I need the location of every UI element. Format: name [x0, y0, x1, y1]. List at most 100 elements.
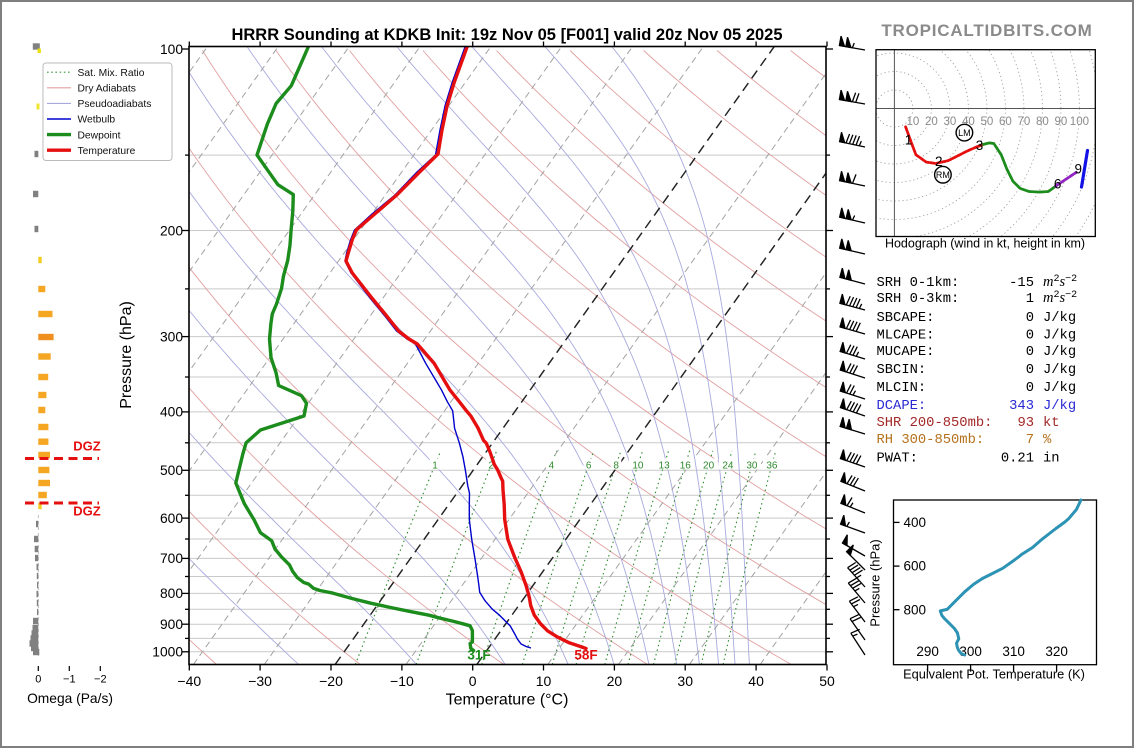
svg-text:MUCAPE:: MUCAPE: — [877, 345, 935, 360]
svg-text:SRH 0-1km:: SRH 0-1km: — [877, 275, 960, 291]
svg-text:50: 50 — [819, 673, 835, 689]
svg-text:20: 20 — [703, 461, 715, 472]
svg-text:−2: −2 — [94, 674, 107, 686]
svg-text:J/kg: J/kg — [1043, 398, 1076, 414]
svg-text:300: 300 — [959, 644, 982, 659]
svg-text:290: 290 — [916, 644, 939, 659]
svg-text:-15: -15 — [1009, 276, 1034, 291]
svg-text:2: 2 — [488, 461, 494, 472]
svg-text:−10: −10 — [390, 673, 414, 689]
svg-text:10: 10 — [536, 673, 552, 689]
svg-text:7: 7 — [1026, 433, 1034, 448]
svg-text:8: 8 — [613, 461, 619, 472]
svg-text:800: 800 — [160, 586, 183, 601]
svg-text:0: 0 — [1026, 381, 1034, 396]
svg-text:36: 36 — [766, 461, 778, 472]
svg-text:HRRR Sounding at KDKB Init: 19: HRRR Sounding at KDKB Init: 19z Nov 05 [… — [231, 26, 782, 44]
svg-text:−20: −20 — [319, 673, 343, 689]
svg-text:2: 2 — [935, 154, 943, 169]
svg-text:100: 100 — [160, 42, 183, 57]
svg-text:DGZ: DGZ — [73, 439, 101, 454]
svg-text:100: 100 — [1070, 116, 1089, 128]
svg-text:6: 6 — [1054, 177, 1062, 192]
svg-text:J/kg: J/kg — [1043, 310, 1076, 326]
svg-text:Pseudoadiabats: Pseudoadiabats — [78, 99, 152, 110]
svg-text:−30: −30 — [248, 673, 272, 689]
svg-text:SHR 200-850mb:: SHR 200-850mb: — [877, 415, 993, 431]
svg-text:800: 800 — [904, 602, 927, 617]
svg-text:RM: RM — [936, 170, 950, 180]
svg-text:400: 400 — [160, 405, 183, 420]
svg-text:m2s−2: m2s−2 — [1043, 290, 1077, 306]
svg-text:0: 0 — [1026, 345, 1034, 360]
svg-text:Pressure (hPa): Pressure (hPa) — [118, 301, 135, 409]
svg-text:J/kg: J/kg — [1043, 362, 1076, 378]
svg-text:in: in — [1043, 450, 1060, 466]
svg-text:MLCIN:: MLCIN: — [877, 381, 927, 396]
svg-text:400: 400 — [904, 515, 927, 530]
svg-text:80: 80 — [1036, 116, 1049, 128]
svg-text:58F: 58F — [574, 648, 597, 663]
svg-text:Pressure (hPa): Pressure (hPa) — [867, 539, 882, 626]
svg-text:3: 3 — [976, 138, 984, 153]
svg-text:20: 20 — [607, 673, 623, 689]
svg-text:24: 24 — [722, 461, 734, 472]
svg-text:0: 0 — [469, 673, 477, 689]
svg-text:9: 9 — [1074, 162, 1082, 177]
svg-text:90: 90 — [1055, 116, 1068, 128]
svg-text:20: 20 — [925, 116, 938, 128]
svg-text:Dewpoint: Dewpoint — [78, 130, 121, 141]
svg-text:0: 0 — [35, 674, 41, 686]
svg-text:DCAPE:: DCAPE: — [877, 399, 927, 414]
svg-text:kt: kt — [1043, 415, 1060, 431]
svg-text:320: 320 — [1045, 644, 1068, 659]
svg-text:6: 6 — [586, 461, 592, 472]
svg-text:Hodograph (wind in kt, height: Hodograph (wind in kt, height in km) — [885, 237, 1085, 251]
svg-text:J/kg: J/kg — [1043, 380, 1076, 396]
svg-text:1: 1 — [432, 461, 438, 472]
svg-text:Sat. Mix. Ratio: Sat. Mix. Ratio — [78, 68, 145, 79]
svg-text:%: % — [1043, 433, 1052, 448]
svg-text:Dry Adiabats: Dry Adiabats — [78, 84, 136, 95]
svg-text:343: 343 — [1009, 399, 1034, 414]
svg-text:30: 30 — [746, 461, 758, 472]
svg-text:MLCAPE:: MLCAPE: — [877, 329, 935, 344]
svg-text:Equivalent Pot. Temperature (K: Equivalent Pot. Temperature (K) — [903, 667, 1085, 682]
svg-text:1000: 1000 — [152, 645, 183, 660]
svg-text:40: 40 — [748, 673, 764, 689]
svg-text:16: 16 — [680, 461, 692, 472]
svg-text:Omega (Pa/s): Omega (Pa/s) — [27, 691, 113, 706]
svg-text:PWAT:: PWAT: — [877, 451, 918, 466]
svg-text:−40: −40 — [177, 673, 201, 689]
svg-text:70: 70 — [1018, 116, 1031, 128]
svg-text:600: 600 — [904, 559, 927, 574]
svg-text:13: 13 — [659, 461, 671, 472]
svg-text:31F: 31F — [467, 648, 490, 663]
svg-text:J/kg: J/kg — [1043, 328, 1076, 344]
svg-text:10: 10 — [907, 116, 920, 128]
svg-text:500: 500 — [160, 463, 183, 478]
svg-text:310: 310 — [1002, 644, 1025, 659]
svg-text:0: 0 — [1026, 363, 1034, 378]
svg-text:LM: LM — [958, 128, 971, 138]
svg-text:4: 4 — [549, 461, 555, 472]
svg-text:1: 1 — [1026, 292, 1034, 307]
svg-text:SBCAPE:: SBCAPE: — [877, 311, 935, 326]
svg-text:93: 93 — [1017, 416, 1034, 431]
svg-text:30: 30 — [677, 673, 693, 689]
svg-text:0: 0 — [1026, 329, 1034, 344]
svg-text:RH 300-850mb:: RH 300-850mb: — [877, 432, 985, 448]
svg-text:Temperature: Temperature — [78, 146, 136, 157]
svg-text:m2s−2: m2s−2 — [1043, 274, 1077, 290]
svg-text:0.21: 0.21 — [1001, 451, 1034, 466]
svg-text:Temperature (°C): Temperature (°C) — [446, 692, 569, 709]
svg-text:SRH 0-3km:: SRH 0-3km: — [877, 291, 960, 307]
svg-text:J/kg: J/kg — [1043, 344, 1076, 360]
svg-text:0: 0 — [1026, 311, 1034, 326]
svg-text:DGZ: DGZ — [73, 504, 101, 519]
svg-text:−1: −1 — [63, 674, 76, 686]
svg-text:600: 600 — [160, 511, 183, 526]
svg-text:300: 300 — [160, 329, 183, 344]
svg-text:Wetbulb: Wetbulb — [78, 115, 116, 126]
svg-text:10: 10 — [632, 461, 644, 472]
